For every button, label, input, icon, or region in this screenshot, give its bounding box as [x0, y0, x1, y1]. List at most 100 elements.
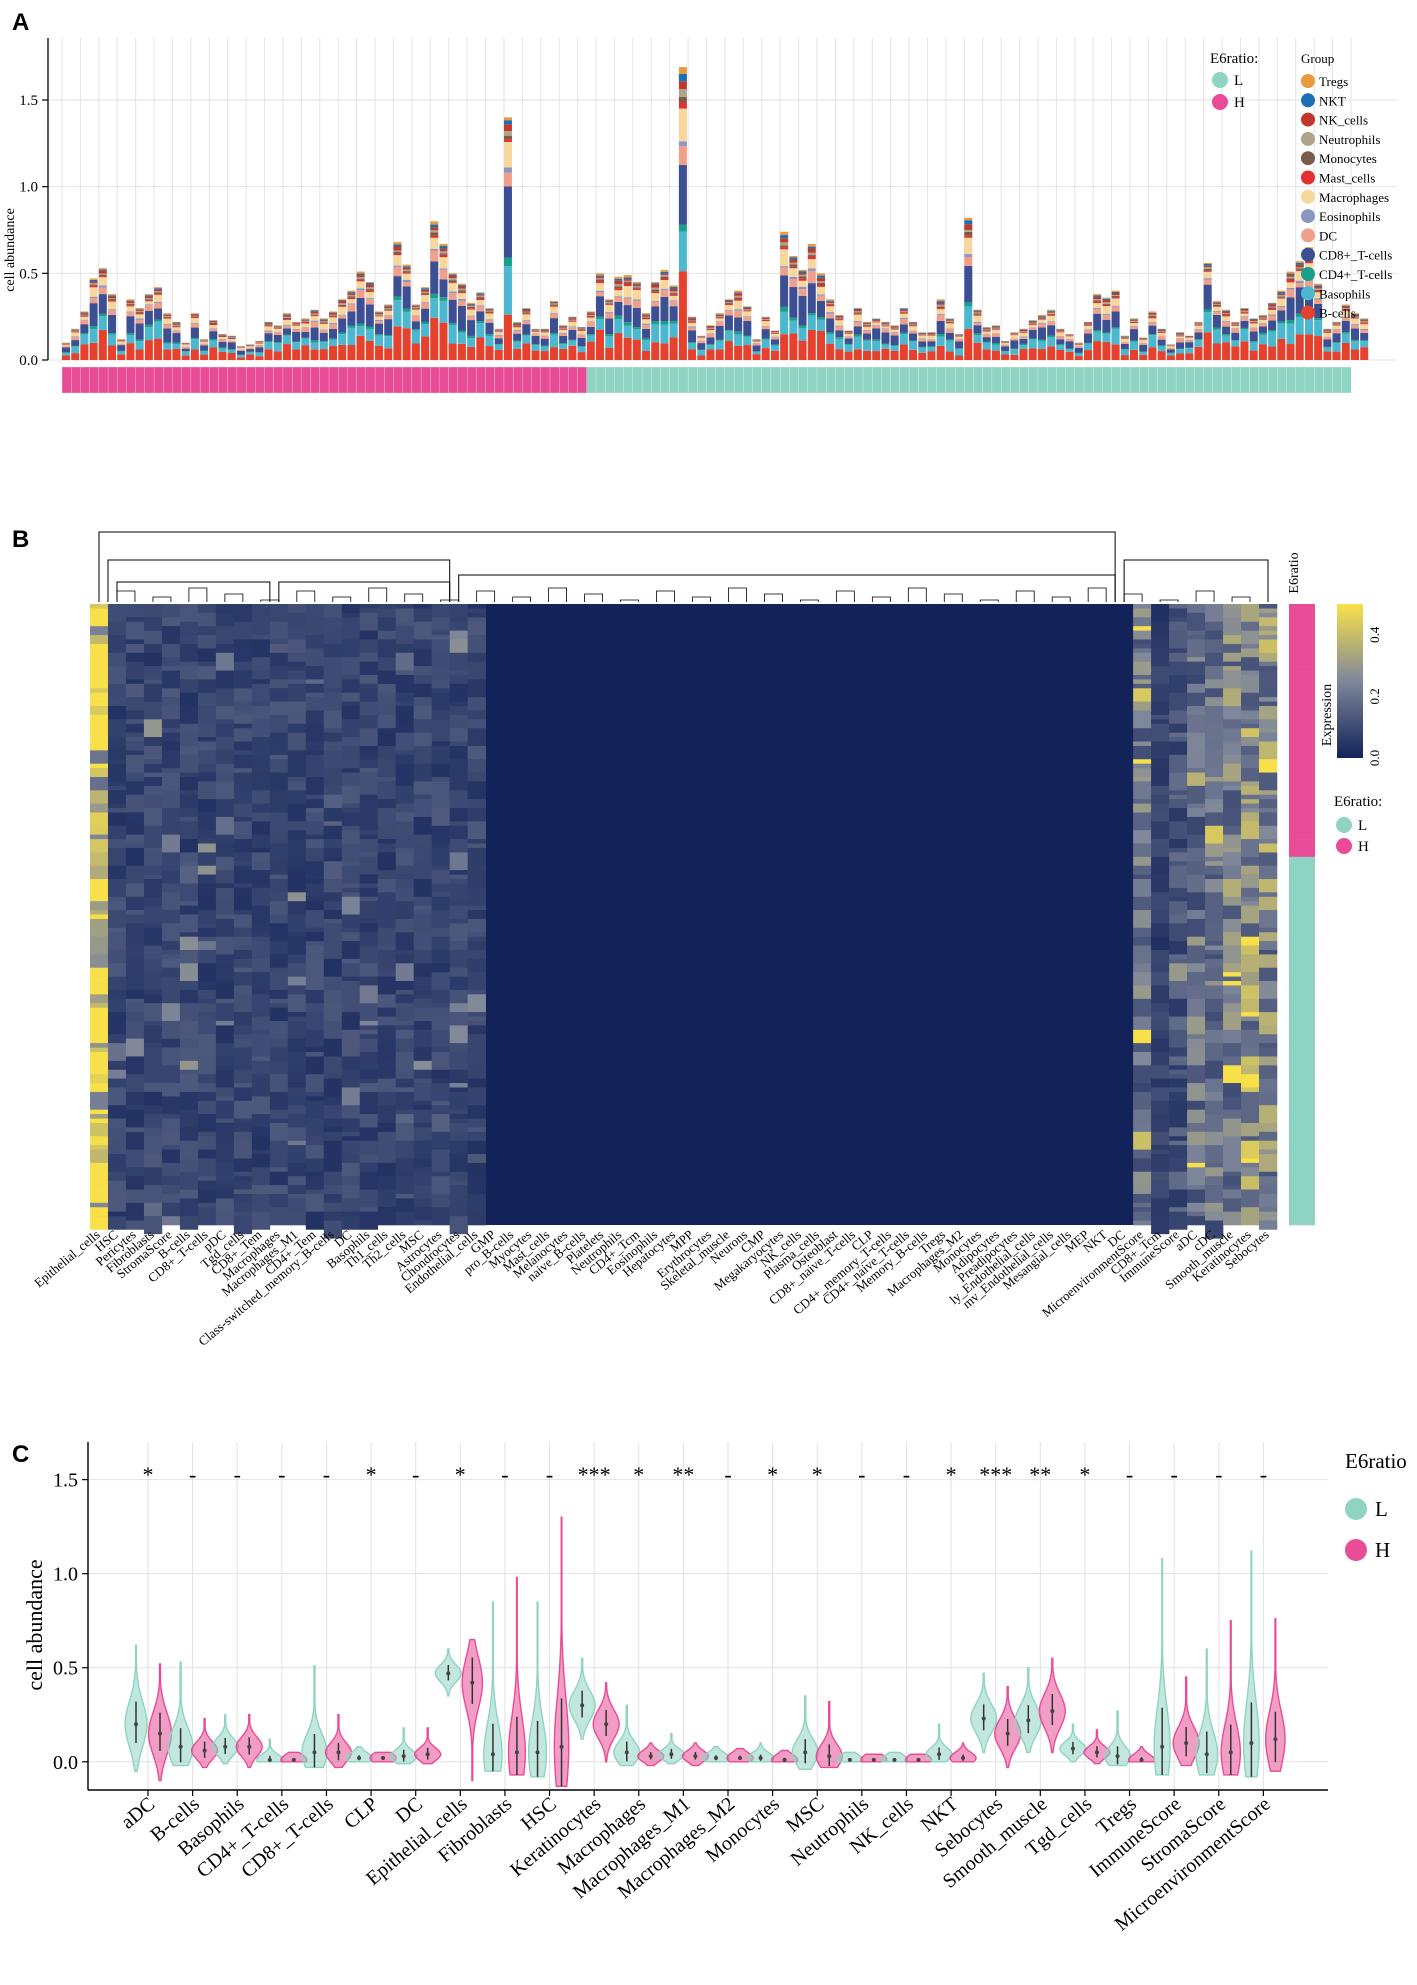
panel-b-heatmap-cell [1223, 985, 1242, 995]
panel-a-bar-segment [605, 301, 614, 304]
panel-a-bar-segment [319, 349, 328, 360]
panel-b-heatmap-cell [215, 816, 235, 835]
panel-a-bar-segment [144, 294, 153, 296]
panel-b-heatmap-cell [377, 839, 397, 844]
panel-b-colorbar-tick-label: 0.0 [1367, 750, 1382, 766]
panel-a-bar-segment [1203, 270, 1212, 272]
panel-b-heatmap-cell [341, 701, 361, 707]
panel-a-bar-segment [660, 296, 669, 322]
panel-b-heatmap-cell [413, 639, 433, 649]
panel-a-bar-segment [375, 314, 384, 316]
panel-a-bar-segment [798, 289, 807, 296]
panel-b-heatmap-cell [233, 839, 253, 853]
panel-b-heatmap-cell [431, 635, 450, 640]
panel-b-heatmap-cell [1187, 1034, 1206, 1039]
panel-a-bar-segment [439, 300, 448, 323]
panel-a-bar-segment [1130, 341, 1139, 350]
panel-b-heatmap-cell [1133, 896, 1152, 911]
panel-b-heatmap-cell [305, 958, 325, 973]
panel-a-legend-group-title: Group [1301, 51, 1334, 66]
panel-b-heatmap-cell [305, 910, 325, 929]
panel-a-bar-segment [485, 308, 494, 310]
panel-a-bar-segment [577, 328, 586, 329]
panel-a-bar-segment [356, 277, 365, 279]
panel-a-bar-segment [890, 328, 899, 329]
panel-a-bar-segment [402, 273, 411, 280]
panel-a-bar-segment [807, 248, 816, 253]
panel-b-heatmap-cell [251, 821, 271, 835]
panel-a-bar-segment [789, 276, 798, 280]
panel-a-bar-segment [734, 334, 743, 346]
panel-b-heatmap-cell [323, 825, 343, 840]
panel-a-bar-segment [117, 345, 126, 351]
panel-a-bar-segment [1130, 326, 1139, 330]
panel-a-bar-segment [1249, 322, 1258, 324]
panel-a-bar-segment [71, 340, 80, 346]
panel-a-bar-segment [973, 312, 982, 314]
panel-b-heatmap-cell [269, 759, 289, 773]
panel-a-bar-segment [1240, 312, 1249, 314]
panel-b-heatmap-cell [449, 714, 468, 729]
panel-b-heatmap-cell [1133, 812, 1152, 831]
panel-a-bar-segment [964, 265, 973, 303]
panel-b-heatmap-cell [233, 1025, 253, 1035]
panel-a-sample-annotation [964, 366, 974, 394]
panel-a-bar-segment [448, 280, 457, 283]
panel-a-bar-segment [816, 331, 825, 360]
panel-b-heatmap-cell [161, 883, 181, 893]
panel-a-bar-segment [945, 328, 954, 333]
panel-a-bar-segment [549, 301, 558, 302]
panel-b-heatmap-cell [1259, 932, 1278, 942]
panel-a-bar-segment [1120, 338, 1129, 339]
panel-b-heatmap-cell [341, 803, 361, 809]
panel-a-bar-segment [393, 253, 402, 256]
panel-a-bar-segment [743, 310, 752, 311]
panel-a-bar-segment [706, 344, 715, 346]
panel-b-heatmap-cell [161, 1038, 181, 1048]
panel-b-heatmap-cell [1169, 648, 1188, 654]
panel-b-heatmap-cell [431, 963, 450, 973]
panel-b-heatmap-cell [467, 1034, 486, 1053]
panel-b-heatmap-cell [1205, 781, 1224, 800]
panel-b-heatmap-cell [161, 808, 181, 822]
panel-a-bar-segment [457, 293, 466, 299]
panel-a-bar-segment [863, 340, 872, 351]
panel-a-sample-annotation [1185, 366, 1195, 394]
panel-b-heatmap-cell [215, 1065, 235, 1071]
panel-b-heatmap-cell [125, 710, 145, 720]
panel-b-heatmap-cell [1223, 994, 1242, 1004]
panel-b-heatmap-cell [1259, 1065, 1278, 1079]
panel-b-heatmap-cell [395, 608, 415, 623]
panel-b-heatmap-cell [143, 652, 163, 667]
panel-b-heatmap-cell [107, 759, 127, 764]
panel-b-heatmap-cell [1169, 1189, 1188, 1208]
panel-b-heatmap-cell [90, 852, 109, 867]
panel-a-bar-segment [1240, 311, 1249, 313]
panel-a-bar-segment [642, 350, 651, 360]
panel-b-heatmap-cell [125, 923, 145, 942]
panel-c-violin-median [847, 1757, 852, 1762]
panel-b-heatmap-cell [233, 1069, 253, 1084]
panel-b-row-annotation [1289, 830, 1315, 835]
panel-a-bar-segment [503, 266, 512, 315]
panel-b-heatmap-cell [1205, 666, 1224, 680]
panel-a-sample-annotation [338, 366, 348, 394]
panel-b-heatmap-cell [449, 630, 468, 640]
panel-b-heatmap-cell [1241, 794, 1260, 800]
panel-b-heatmap-cell [197, 812, 217, 831]
panel-b-heatmap-cell [1205, 1020, 1224, 1031]
panel-b-heatmap-cell [305, 604, 325, 618]
panel-a-bar-segment [936, 299, 945, 302]
panel-b-row-annotation [1289, 612, 1315, 618]
panel-b-row-annotation [1289, 843, 1315, 849]
panel-b-heatmap-cell [323, 710, 343, 729]
panel-a-bar-segment [614, 296, 623, 298]
panel-b-legend-l-swatch [1336, 817, 1352, 833]
panel-b-heatmap-cell [467, 1140, 486, 1155]
panel-b-heatmap-cell [377, 879, 397, 893]
panel-b-heatmap-cell [125, 1202, 145, 1221]
panel-b-heatmap-cell [215, 652, 235, 671]
panel-b-row-annotation [1289, 1029, 1315, 1035]
panel-b-heatmap-cell [431, 972, 450, 991]
panel-a-bar-segment [144, 304, 153, 306]
